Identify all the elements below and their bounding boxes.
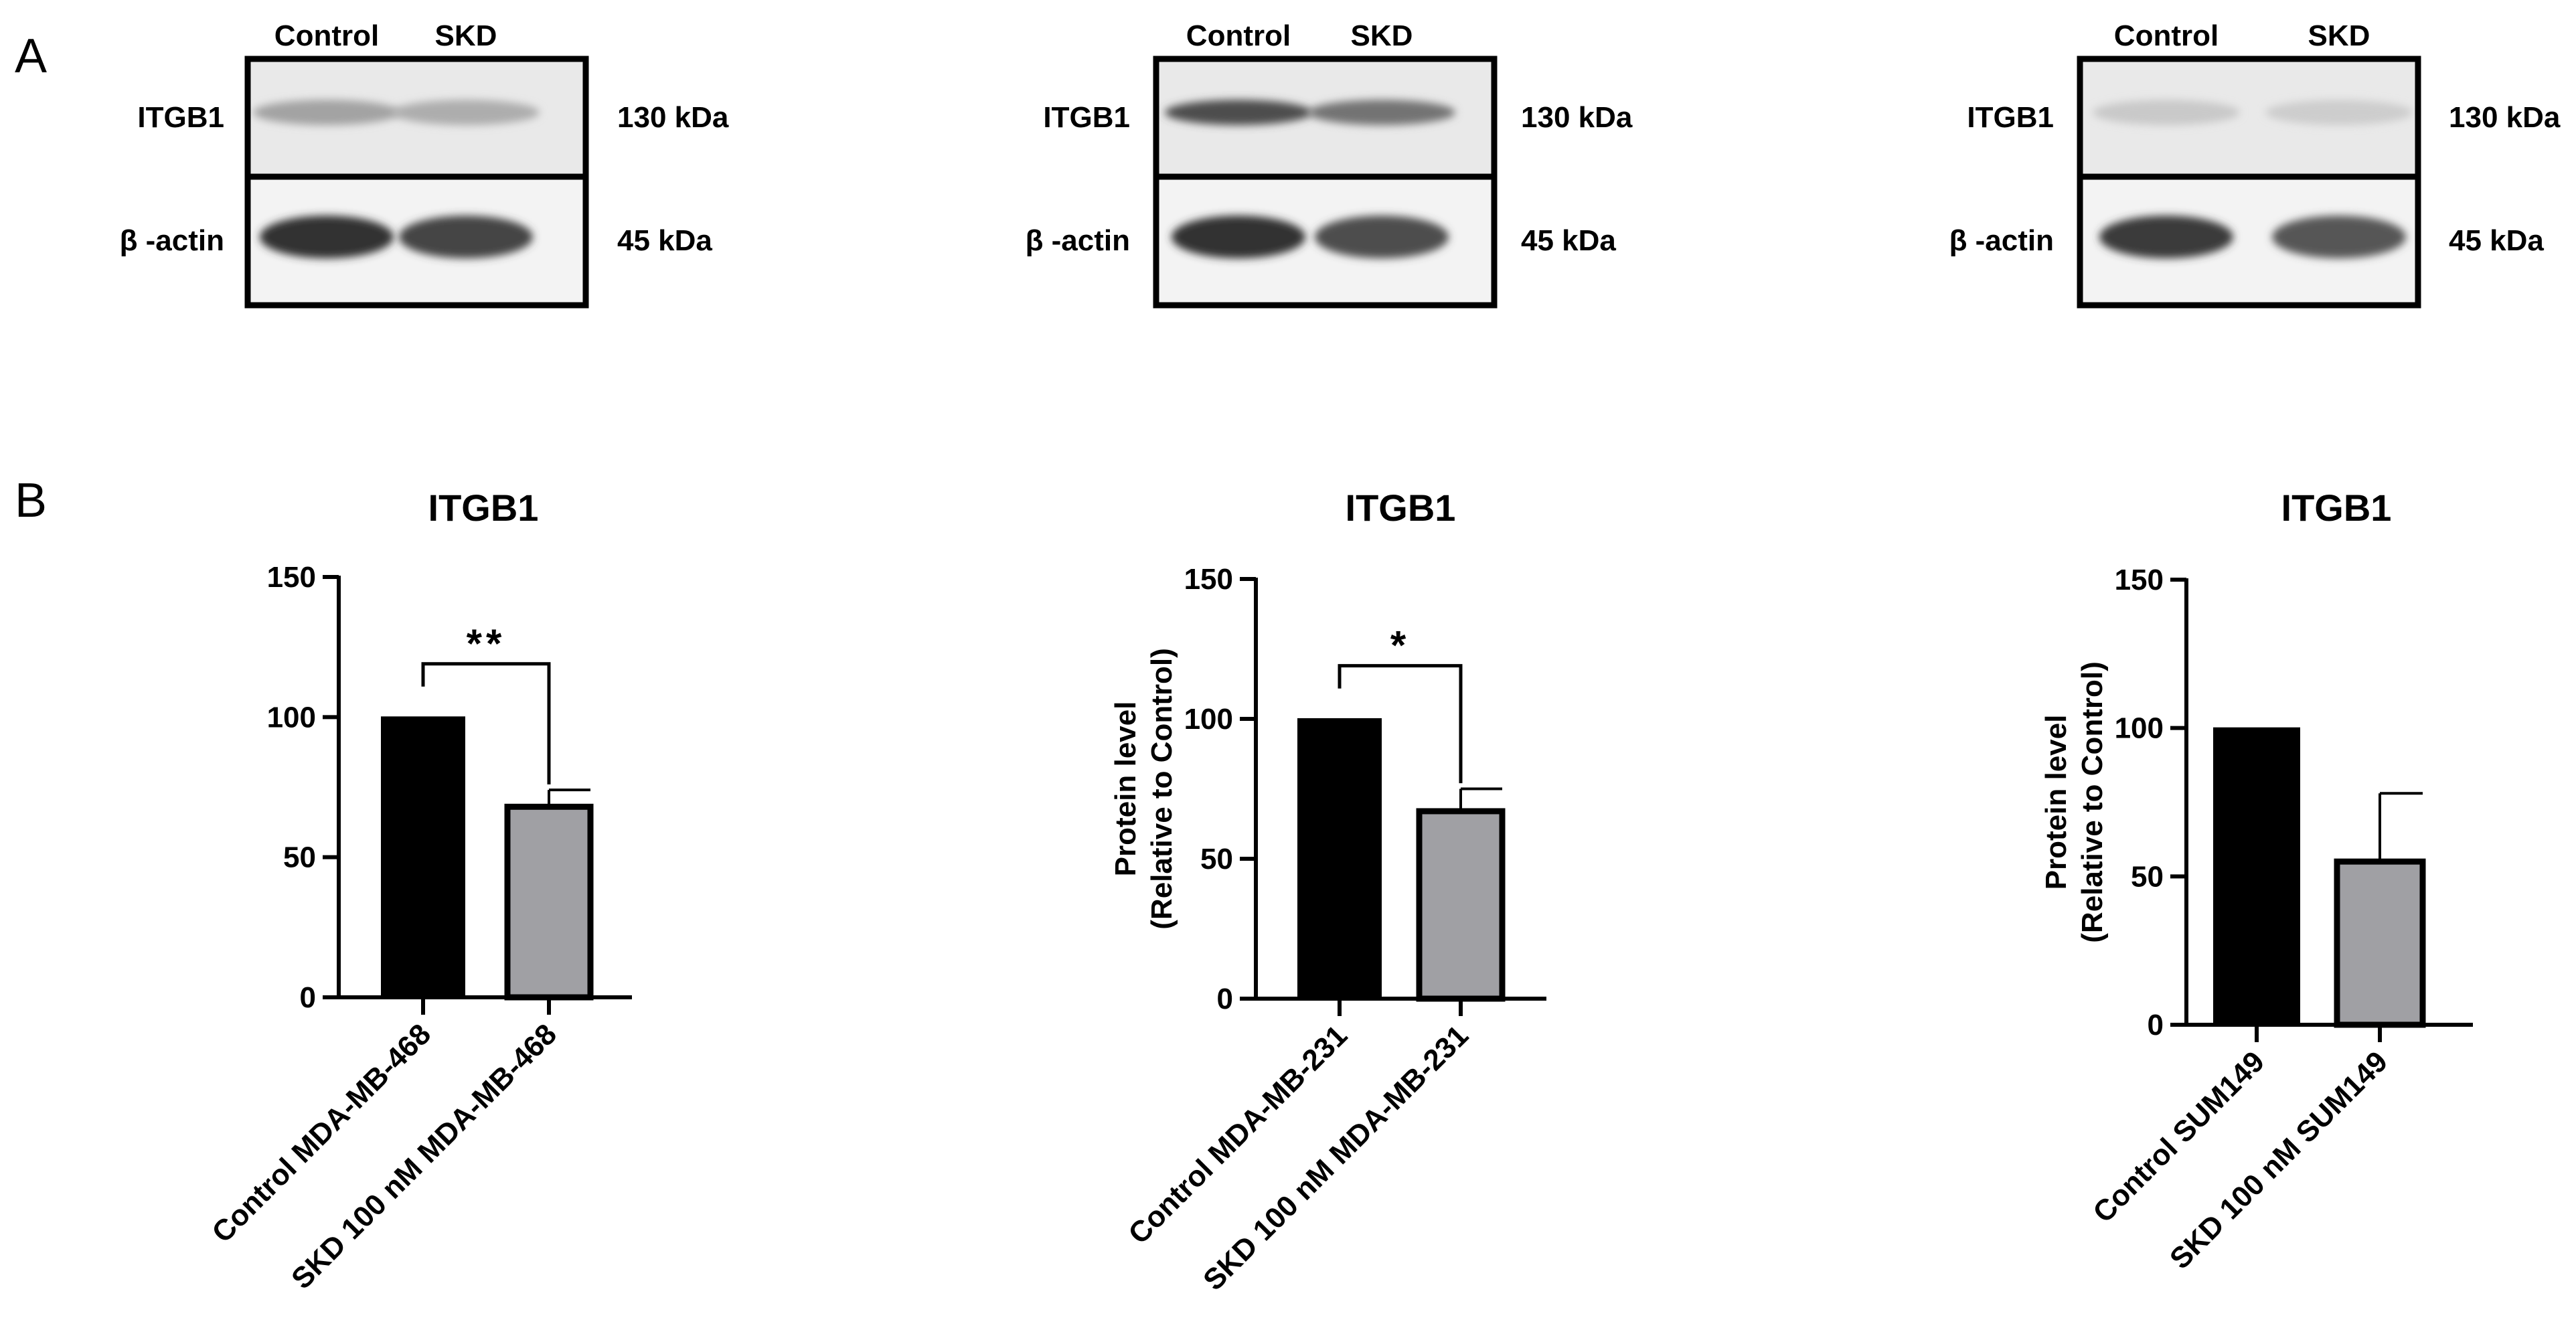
y-tick-label: 0 [2148, 1009, 2164, 1041]
blot-frame [1153, 173, 1498, 309]
size-label: 45 kDa [617, 224, 712, 257]
panel-label-a: A [15, 29, 47, 83]
significance-bracket [421, 662, 551, 784]
y-tick-label: 50 [2131, 860, 2164, 893]
y-tick-label: 100 [2115, 712, 2164, 745]
band [1315, 216, 1449, 258]
panel-label-b: B [15, 474, 47, 527]
bar [2334, 858, 2426, 1028]
significance-bracket [1338, 664, 1463, 784]
lane-label: SKD [2308, 19, 2370, 52]
protein-label: ITGB1 [1967, 101, 2054, 134]
bar [381, 716, 465, 999]
blot-frame [244, 173, 589, 309]
x-tick-label: SKD 100 nM MDA-MB-231 [1197, 1019, 1475, 1297]
protein-label: ITGB1 [1043, 101, 1130, 134]
size-label: 45 kDa [2449, 224, 2544, 257]
lane-label: Control [274, 19, 379, 52]
band [1165, 100, 1312, 125]
band [260, 216, 394, 258]
protein-label: β -actin [1026, 224, 1130, 257]
band [1308, 100, 1455, 125]
y-axis-label: Protein level (Relative to Control) [1109, 648, 1178, 929]
y-tick-label: 50 [283, 841, 316, 874]
protein-label: β -actin [1949, 224, 2054, 257]
lane-label: Control [2114, 19, 2219, 52]
y-axis-label-line: Protein level [1109, 701, 1142, 877]
y-axis-label: Protein level (Relative to Control) [2040, 661, 2109, 942]
lane-label: SKD [1351, 19, 1413, 52]
chart-3: ITGB1 0 50 100 150 Protein level (Relative to … [2040, 487, 2473, 1276]
y-tick-label: 100 [1184, 703, 1233, 736]
y-tick-label: 100 [267, 701, 316, 734]
bar [1416, 808, 1506, 1002]
x-tick-label: SKD 100 nM SUM149 [2164, 1045, 2394, 1275]
band [2265, 100, 2413, 125]
significance-label: * [1390, 623, 1410, 668]
significance-label: ** [467, 621, 506, 666]
y-tick-label: 150 [1184, 563, 1233, 596]
y-tick-label: 150 [267, 561, 316, 594]
protein-label: ITGB1 [137, 101, 224, 134]
x-tick-label: Control MDA-MB-231 [1122, 1019, 1354, 1250]
chart-title: ITGB1 [2281, 487, 2392, 529]
size-label: 130 kDa [2449, 101, 2561, 134]
y-axis-label-line: (Relative to Control) [1145, 648, 1178, 929]
bar [504, 803, 594, 1001]
chart-title: ITGB1 [1346, 487, 1456, 529]
bar [2213, 727, 2300, 1025]
band [392, 100, 540, 125]
y-axis-label-line: (Relative to Control) [2076, 661, 2109, 942]
band [399, 216, 533, 258]
band [2272, 216, 2406, 258]
size-label: 130 kDa [1521, 101, 1633, 134]
protein-label: β -actin [120, 224, 224, 257]
y-axis-label-line: Protein level [2040, 715, 2073, 890]
y-tick-label: 50 [1200, 843, 1233, 876]
bar [1297, 718, 1382, 999]
blot-1: Control SKD ITGB1 130 kDa β -actin 45 kDa [120, 19, 729, 309]
size-label: 130 kDa [617, 101, 729, 134]
blot-3: Control SKD ITGB1 130 kDa β -actin 45 kDa [1949, 19, 2561, 309]
band [2093, 100, 2240, 125]
lane-label: Control [1186, 19, 1291, 52]
band [2099, 216, 2233, 258]
band [1172, 216, 1305, 258]
band [253, 100, 400, 125]
chart-title: ITGB1 [428, 487, 539, 529]
blot-2: Control SKD ITGB1 130 kDa β -actin 45 kDa [1026, 19, 1633, 309]
x-tick-label: Control MDA-MB-468 [206, 1017, 437, 1249]
y-tick-label: 150 [2115, 564, 2164, 596]
y-tick-label: 0 [1217, 983, 1233, 1015]
lane-label: SKD [435, 19, 497, 52]
chart-2: ITGB1 0 50 100 150 Protein level (Relative to … [1109, 487, 1546, 1297]
blot-frame [2077, 173, 2421, 309]
y-tick-label: 0 [300, 981, 316, 1014]
x-tick-label: SKD 100 nM MDA-MB-468 [285, 1017, 563, 1295]
size-label: 45 kDa [1521, 224, 1616, 257]
